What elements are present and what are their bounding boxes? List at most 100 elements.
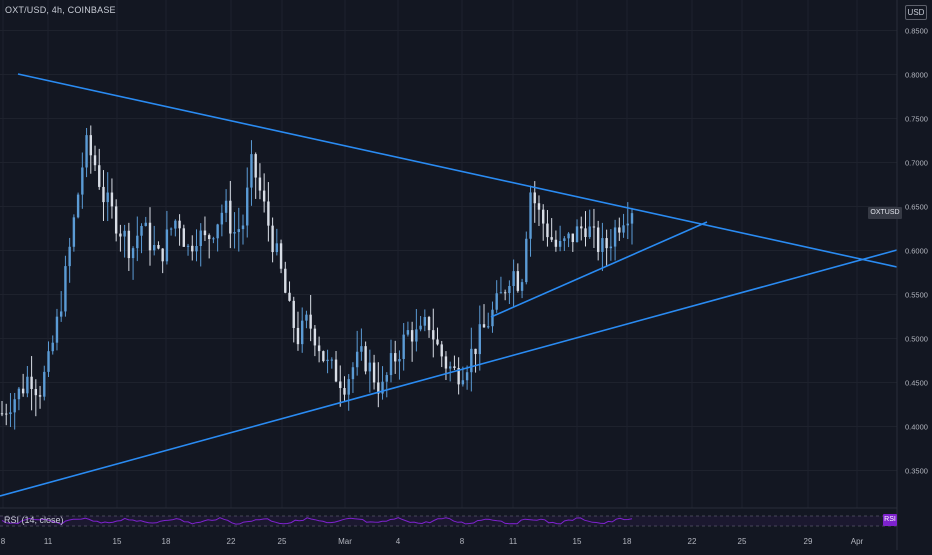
candle-body	[216, 224, 219, 239]
candle-body	[296, 327, 300, 345]
candle-body	[136, 235, 139, 249]
candle-body	[288, 292, 291, 301]
candle-body	[157, 245, 160, 249]
price-tick-label: 0.5000	[905, 335, 928, 344]
candle-body	[292, 300, 295, 328]
candle-body	[271, 225, 274, 253]
price-tick-label: 0.6000	[905, 247, 928, 256]
trendlines[interactable]	[0, 73, 898, 497]
symbol-title: OXT/USD, 4h, COINBASE	[5, 5, 116, 15]
candle-body	[13, 399, 16, 413]
candle-body	[102, 186, 105, 203]
candle-body	[563, 238, 566, 241]
candle-body	[55, 316, 59, 343]
candle-body	[106, 192, 109, 203]
candle-body	[140, 225, 143, 236]
candle-body	[580, 226, 583, 229]
candle-body	[546, 223, 549, 238]
candle-body	[313, 328, 317, 346]
time-tick-label: 29	[804, 537, 813, 546]
time-tick-label: 22	[227, 537, 236, 546]
candle-body	[178, 220, 181, 229]
candle-body	[516, 271, 520, 291]
candle-body	[423, 317, 427, 326]
time-tick-label: 4	[396, 537, 401, 546]
candle-body	[470, 348, 473, 373]
candle-body	[64, 266, 67, 312]
candle-body	[444, 356, 448, 369]
candle-body	[262, 190, 266, 202]
candle-body	[165, 229, 169, 262]
candle-body	[508, 286, 511, 294]
candle-body	[457, 367, 460, 385]
time-tick-label: 8	[1, 537, 6, 546]
time-axis[interactable]: 8 11 15 18 22 25 Mar 4 8 11 15 18 22 25 29 Apr	[1, 537, 864, 546]
candle-body	[482, 324, 486, 328]
candle-body	[153, 245, 156, 251]
candle-body	[410, 330, 414, 342]
candle-body	[448, 366, 452, 369]
rsi-pane	[0, 515, 897, 527]
candle-body	[542, 209, 545, 224]
candle-body	[558, 240, 562, 247]
candle-body	[364, 346, 367, 372]
trendline[interactable]	[490, 221, 708, 318]
candle-body	[626, 223, 629, 226]
candle-body	[436, 339, 439, 345]
candle-body	[98, 165, 101, 187]
price-tick-label: 0.4500	[905, 379, 928, 388]
candle-body	[495, 293, 498, 310]
time-tick-label: 15	[113, 537, 122, 546]
candle-body	[220, 212, 224, 225]
candle-body	[343, 388, 346, 395]
candle-body	[550, 237, 553, 240]
candle-body	[76, 194, 80, 218]
candle-body	[453, 366, 456, 368]
price-tick-label: 0.7000	[905, 159, 928, 168]
rsi-indicator-label[interactable]: RSI (14, close)	[4, 515, 64, 525]
candle-body	[191, 245, 194, 252]
candle-body	[241, 225, 245, 230]
time-tick-label: 25	[278, 537, 287, 546]
trendline[interactable]	[0, 249, 898, 497]
candle-body	[427, 317, 431, 331]
candle-body	[72, 217, 76, 247]
candle-body	[114, 206, 118, 234]
candle-body	[51, 342, 54, 352]
currency-selector[interactable]: USD	[905, 5, 927, 20]
candle-body	[491, 309, 494, 327]
candle-body	[571, 233, 575, 243]
candle-body	[93, 155, 97, 166]
candle-body	[609, 246, 613, 249]
candle-body	[127, 230, 131, 259]
candle-body	[144, 222, 147, 226]
candle-body	[89, 135, 92, 156]
candle-body	[588, 226, 591, 238]
candle-body	[9, 412, 12, 415]
candle-body	[330, 359, 333, 361]
time-tick-label: 22	[688, 537, 697, 546]
time-tick-label: 11	[44, 537, 53, 546]
candle-body	[119, 233, 122, 237]
candle-body	[59, 311, 63, 317]
candle-body	[567, 233, 570, 239]
trendline[interactable]	[17, 73, 898, 268]
candle-body	[372, 362, 376, 383]
candle-body	[186, 245, 190, 247]
candle-body	[487, 326, 490, 328]
candle-body	[554, 239, 558, 247]
candle-body	[38, 395, 42, 397]
candle-body	[503, 292, 507, 294]
time-tick-label: Mar	[338, 537, 352, 546]
candle-body	[474, 348, 477, 355]
candle-body	[465, 372, 469, 381]
candle-body	[182, 228, 186, 247]
candle-body	[322, 351, 325, 362]
candle-body	[351, 367, 355, 380]
candle-body	[43, 371, 46, 397]
candle-body	[233, 232, 236, 234]
candle-body	[21, 388, 25, 394]
